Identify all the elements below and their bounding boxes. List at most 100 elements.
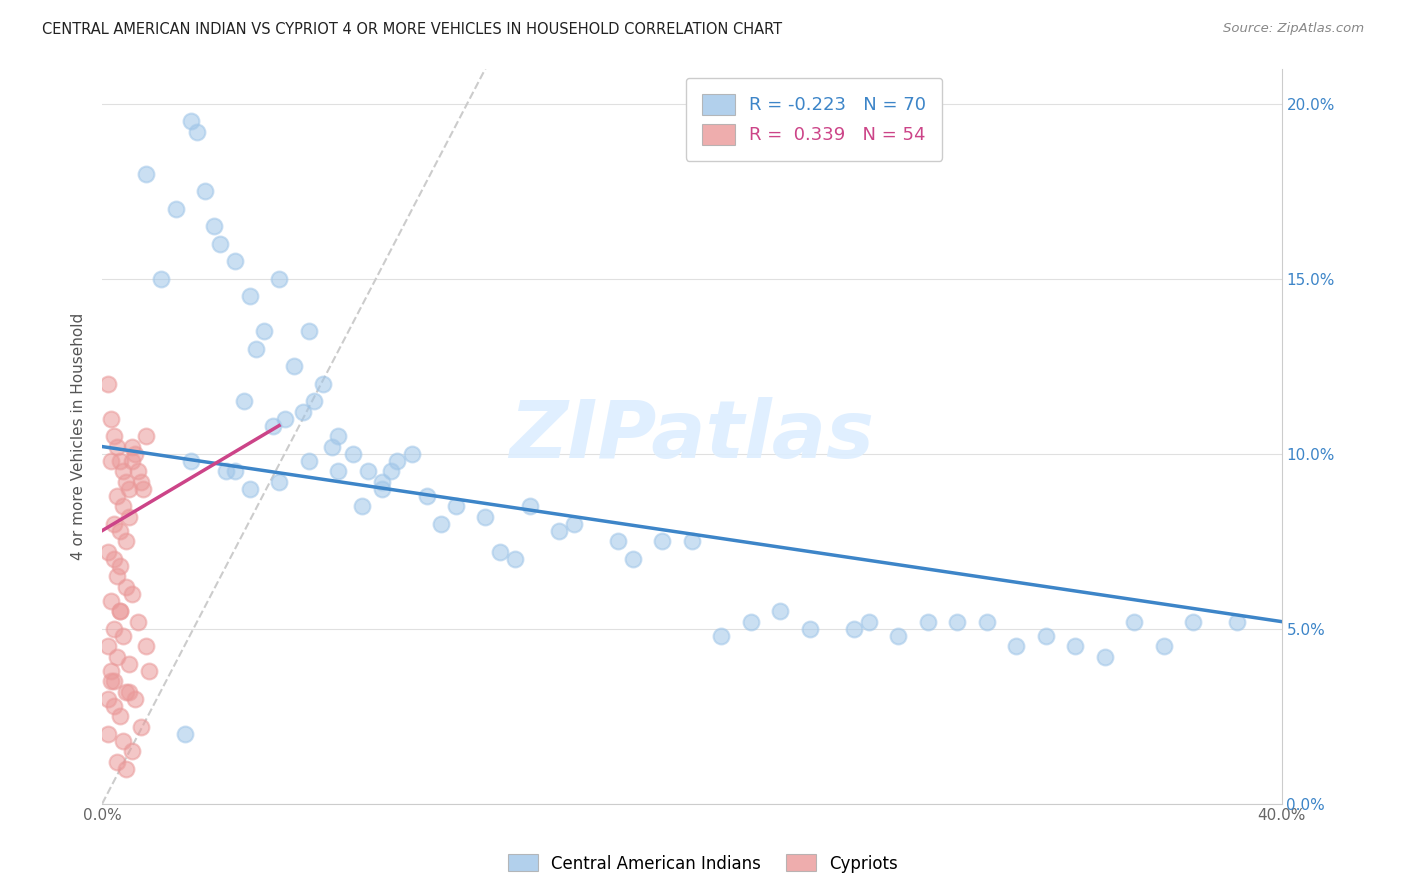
- Point: [917, 615, 939, 629]
- Point: [297, 453, 319, 467]
- Point: [135, 167, 157, 181]
- Point: [430, 516, 453, 531]
- Point: [108, 558, 131, 573]
- Point: [114, 762, 136, 776]
- Point: [103, 698, 125, 713]
- Legend: R = -0.223   N = 70, R =  0.339   N = 54: R = -0.223 N = 70, R = 0.339 N = 54: [686, 78, 942, 161]
- Point: [135, 429, 157, 443]
- Point: [1005, 639, 1028, 653]
- Point: [283, 359, 305, 373]
- Point: [621, 551, 644, 566]
- Point: [946, 615, 969, 629]
- Point: [111, 733, 134, 747]
- Point: [1035, 629, 1057, 643]
- Point: [97, 544, 120, 558]
- Point: [503, 551, 526, 566]
- Point: [103, 429, 125, 443]
- Point: [224, 254, 246, 268]
- Point: [444, 499, 467, 513]
- Point: [100, 674, 122, 689]
- Point: [274, 411, 297, 425]
- Text: CENTRAL AMERICAN INDIAN VS CYPRIOT 4 OR MORE VEHICLES IN HOUSEHOLD CORRELATION C: CENTRAL AMERICAN INDIAN VS CYPRIOT 4 OR …: [42, 22, 782, 37]
- Point: [1153, 639, 1175, 653]
- Point: [114, 580, 136, 594]
- Point: [108, 604, 131, 618]
- Point: [127, 615, 149, 629]
- Point: [548, 524, 571, 538]
- Point: [1182, 615, 1205, 629]
- Point: [124, 446, 146, 460]
- Point: [269, 271, 291, 285]
- Point: [105, 489, 128, 503]
- Point: [976, 615, 998, 629]
- Point: [489, 544, 512, 558]
- Point: [239, 482, 262, 496]
- Point: [111, 629, 134, 643]
- Text: ZIPatlas: ZIPatlas: [509, 397, 875, 475]
- Point: [111, 499, 134, 513]
- Point: [103, 674, 125, 689]
- Point: [350, 499, 373, 513]
- Point: [173, 726, 195, 740]
- Legend: Central American Indians, Cypriots: Central American Indians, Cypriots: [501, 847, 905, 880]
- Point: [129, 720, 152, 734]
- Point: [105, 755, 128, 769]
- Point: [108, 453, 131, 467]
- Point: [108, 604, 131, 618]
- Point: [118, 684, 141, 698]
- Point: [215, 464, 238, 478]
- Point: [474, 509, 496, 524]
- Point: [607, 534, 630, 549]
- Point: [342, 446, 364, 460]
- Point: [100, 453, 122, 467]
- Point: [710, 629, 733, 643]
- Point: [132, 482, 155, 496]
- Point: [326, 464, 349, 478]
- Point: [97, 376, 120, 391]
- Point: [121, 453, 143, 467]
- Point: [138, 664, 160, 678]
- Y-axis label: 4 or more Vehicles in Household: 4 or more Vehicles in Household: [72, 312, 86, 559]
- Point: [245, 342, 267, 356]
- Point: [562, 516, 585, 531]
- Point: [105, 440, 128, 454]
- Point: [415, 489, 437, 503]
- Point: [239, 289, 262, 303]
- Point: [304, 394, 326, 409]
- Point: [118, 509, 141, 524]
- Point: [1064, 639, 1087, 653]
- Point: [380, 464, 402, 478]
- Point: [209, 236, 232, 251]
- Point: [253, 324, 276, 338]
- Point: [180, 114, 202, 128]
- Point: [202, 219, 225, 233]
- Point: [111, 464, 134, 478]
- Point: [97, 726, 120, 740]
- Point: [1226, 615, 1249, 629]
- Point: [371, 475, 394, 489]
- Point: [186, 124, 208, 138]
- Point: [321, 440, 343, 454]
- Point: [135, 639, 157, 653]
- Point: [121, 440, 143, 454]
- Point: [401, 446, 423, 460]
- Point: [127, 464, 149, 478]
- Point: [114, 475, 136, 489]
- Point: [356, 464, 378, 478]
- Point: [740, 615, 762, 629]
- Point: [297, 324, 319, 338]
- Point: [681, 534, 703, 549]
- Point: [385, 453, 408, 467]
- Point: [118, 657, 141, 671]
- Point: [194, 184, 217, 198]
- Point: [100, 411, 122, 425]
- Point: [103, 516, 125, 531]
- Point: [100, 593, 122, 607]
- Point: [842, 622, 865, 636]
- Point: [858, 615, 880, 629]
- Point: [224, 464, 246, 478]
- Point: [118, 482, 141, 496]
- Point: [150, 271, 173, 285]
- Point: [114, 684, 136, 698]
- Point: [887, 629, 910, 643]
